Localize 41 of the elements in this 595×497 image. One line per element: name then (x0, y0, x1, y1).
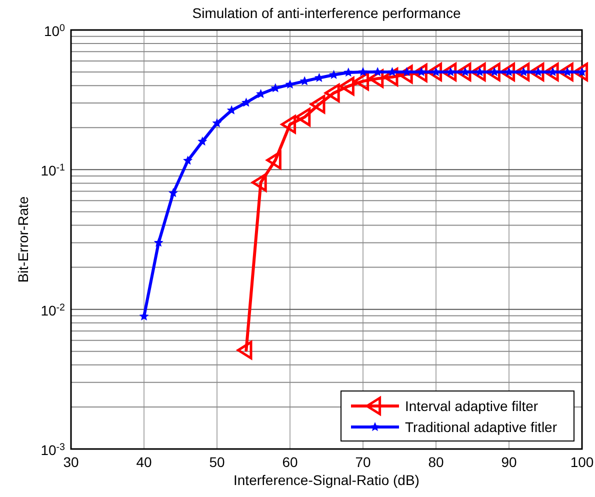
point (324, 84, 340, 102)
point (358, 68, 368, 76)
point (339, 76, 354, 96)
point (373, 68, 382, 76)
point (198, 137, 207, 146)
x-tick-label: 40 (136, 454, 152, 470)
point (236, 340, 252, 360)
x-tick-label: 60 (282, 454, 298, 470)
y-axis-title: Bit-Error-Rate (15, 196, 31, 283)
point (266, 150, 282, 170)
point (227, 106, 236, 114)
y-tick-label: 10$^{-2}$ (40, 302, 65, 318)
legend-label: Traditional adaptive fitler (405, 419, 558, 435)
point (382, 68, 398, 86)
point (252, 173, 267, 192)
x-tick-label: 70 (355, 454, 371, 470)
point (212, 118, 222, 127)
legend-label: Interval adaptive filter (405, 398, 538, 414)
point (154, 238, 163, 246)
x-tick-label: 90 (501, 454, 517, 470)
y-tick-label: 10$^{-3}$ (40, 442, 66, 458)
x-tick-label: 30 (63, 454, 79, 470)
point (310, 95, 326, 114)
x-tick-label: 100 (570, 454, 594, 470)
chart-title: Simulation of anti-interference performance (192, 5, 461, 21)
point (314, 74, 324, 82)
x-axis-title: Interference-Signal-Ratio (dB) (234, 472, 420, 488)
point (295, 108, 311, 126)
point (242, 98, 250, 106)
x-tick-label: 80 (428, 454, 444, 470)
point (140, 312, 148, 320)
point (280, 115, 296, 134)
point (388, 68, 396, 76)
y-tick-label: 10$^{-1}$ (40, 162, 65, 179)
point (168, 188, 178, 197)
y-tick-label: 10$^{0}$ (44, 22, 66, 39)
point (354, 72, 370, 90)
point (344, 68, 353, 76)
point (368, 69, 384, 88)
point (184, 156, 192, 164)
x-tick-label: 50 (209, 454, 225, 470)
